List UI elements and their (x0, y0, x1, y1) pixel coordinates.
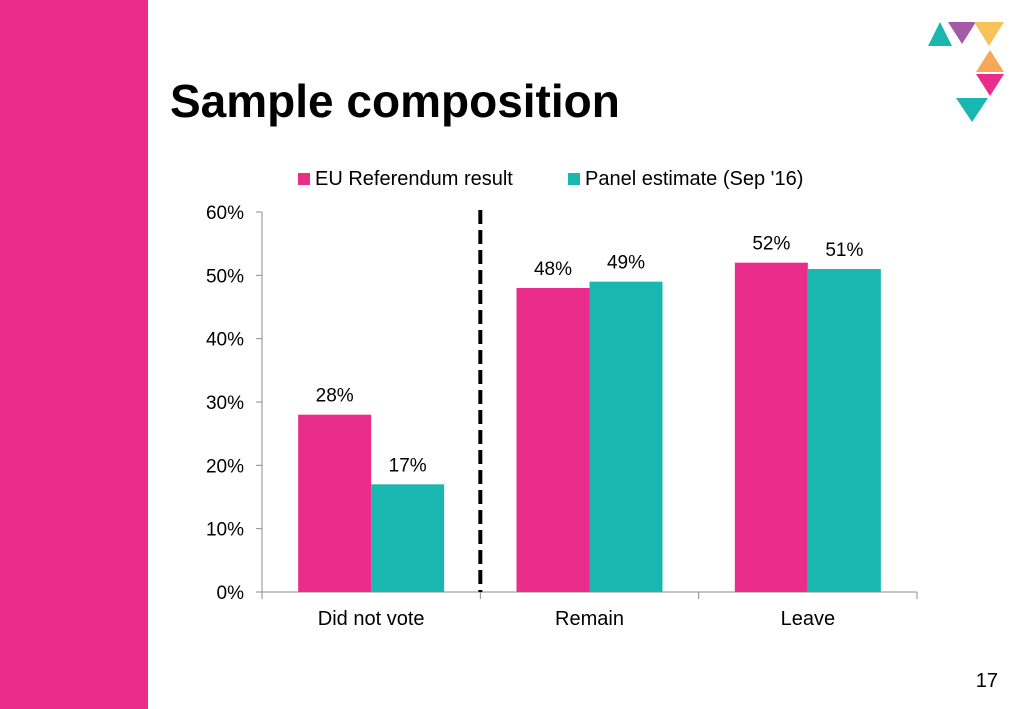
bar-referendum-did-not-vote (298, 414, 372, 592)
data-label: 17% (389, 455, 427, 476)
legend-label: EU Referendum result (315, 168, 513, 190)
chart-data-labels: 28% 17% 48% 49% 52% 51% (316, 234, 864, 477)
logo-triangle-yellow-top (974, 22, 1004, 46)
y-tick-label: 60% (206, 203, 244, 224)
bar-referendum-remain (516, 288, 590, 592)
logo-triangle-teal-top (928, 22, 952, 46)
bar-referendum-leave (734, 262, 808, 592)
bar-chart: EU Referendum result Panel estimate (Sep … (206, 168, 918, 630)
data-label: 49% (607, 253, 645, 274)
legend-label: Panel estimate (Sep '16) (585, 168, 803, 190)
bar-panel-leave (807, 269, 881, 592)
side-color-band (0, 0, 148, 709)
logo-triangle-pink (976, 74, 1004, 96)
logo-triangle-orange (976, 50, 1004, 72)
logo-triangle-purple (948, 22, 976, 44)
bar-panel-did-not-vote (371, 484, 445, 592)
data-label: 52% (752, 234, 790, 255)
y-tick-label: 40% (206, 330, 244, 351)
legend-swatch (568, 173, 580, 185)
page-number: 17 (975, 670, 998, 692)
logo-triangle-teal-bottom (956, 98, 988, 122)
y-tick-label: 10% (206, 520, 244, 541)
y-tick-label: 50% (206, 266, 244, 287)
x-tick-label: Leave (781, 608, 836, 630)
chart-legend: EU Referendum result Panel estimate (Sep … (298, 168, 803, 190)
y-tick-label: 30% (206, 393, 244, 414)
bar-panel-remain (589, 281, 663, 592)
chart-bars (298, 262, 881, 592)
slide-title: Sample composition (170, 75, 620, 127)
chart-axes: 0% 10% 20% 30% 40% 50% 60% Did not vote Remain Le… (206, 203, 918, 630)
data-label: 51% (825, 240, 863, 261)
legend-swatch (298, 173, 310, 185)
x-tick-label: Did not vote (318, 608, 425, 630)
y-tick-label: 0% (217, 583, 245, 604)
data-label: 48% (534, 259, 572, 280)
x-tick-label: Remain (555, 608, 624, 630)
data-label: 28% (316, 386, 354, 407)
brand-logo-icon (928, 22, 1004, 122)
y-tick-label: 20% (206, 456, 244, 477)
